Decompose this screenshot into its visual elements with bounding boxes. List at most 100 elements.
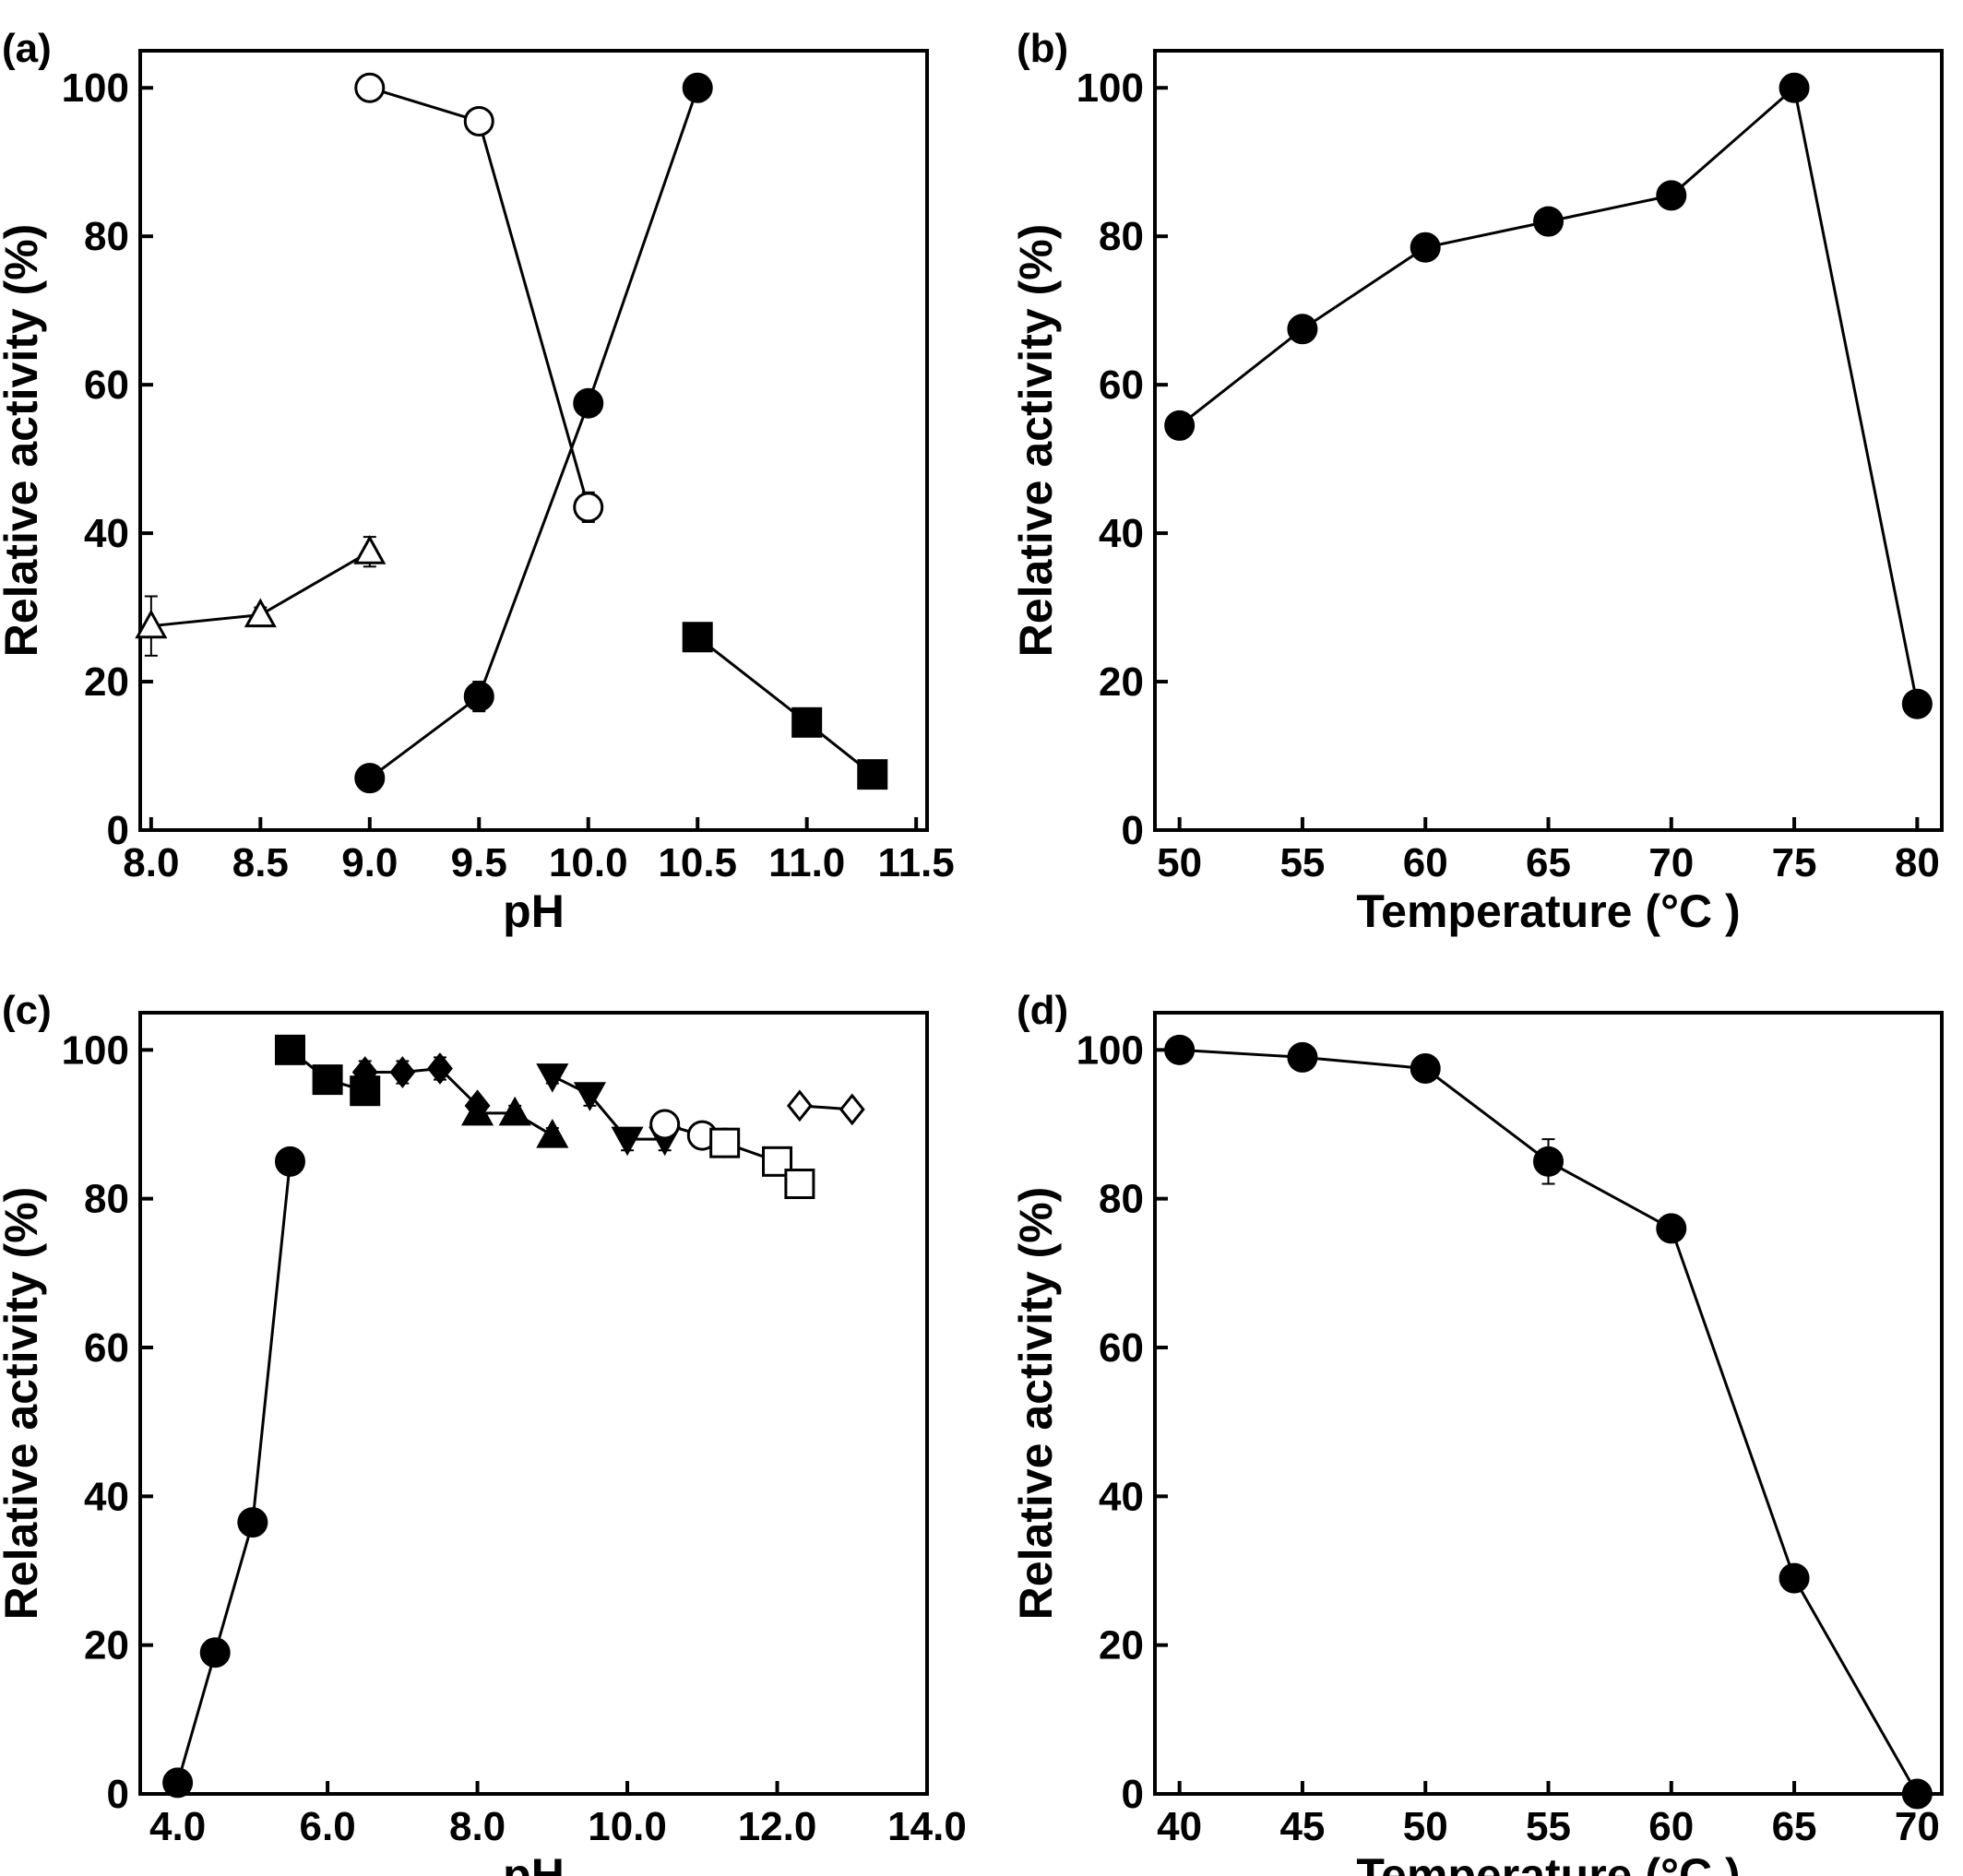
- x-tick-label: 8.0: [123, 840, 179, 885]
- data-point: [1533, 206, 1564, 237]
- x-tick-label: 60: [1403, 840, 1448, 885]
- y-tick-label: 100: [1077, 65, 1144, 111]
- data-point: [573, 387, 604, 419]
- data-point: [573, 1082, 606, 1111]
- y-tick-label: 40: [84, 1474, 129, 1519]
- data-point: [1287, 314, 1318, 345]
- y-tick-label: 60: [1099, 362, 1144, 408]
- data-point: [573, 492, 604, 523]
- y-tick-label: 80: [1099, 214, 1144, 259]
- y-axis-title: Relative activity (%): [0, 224, 47, 658]
- x-tick-label: 50: [1403, 1804, 1448, 1849]
- y-tick-label: 80: [84, 214, 129, 259]
- x-tick-label: 14.0: [887, 1804, 967, 1849]
- data-point: [274, 1034, 305, 1065]
- series-line: [364, 1066, 479, 1107]
- data-series: [1164, 72, 1933, 719]
- data-point: [784, 1169, 815, 1200]
- data-point: [1901, 1778, 1933, 1810]
- data-point: [1410, 1053, 1441, 1084]
- plot-frame: [1153, 1011, 1944, 1796]
- data-point: [1287, 1041, 1318, 1073]
- data-point: [353, 535, 387, 564]
- data-point: [791, 706, 823, 738]
- data-point: [709, 1127, 741, 1158]
- data-series: [135, 535, 387, 657]
- data-point: [682, 622, 713, 653]
- y-tick-label: 60: [1099, 1325, 1144, 1371]
- data-point: [1164, 1034, 1196, 1065]
- x-tick-label: 50: [1157, 840, 1202, 885]
- x-axis-title: pH: [503, 885, 565, 937]
- data-series: [786, 1089, 865, 1126]
- panel-label: (b): [1017, 26, 1068, 71]
- y-tick-label: 80: [84, 1177, 129, 1222]
- x-tick-label: 10.0: [549, 840, 628, 885]
- x-tick-label: 4.0: [149, 1804, 206, 1849]
- data-point: [1779, 1562, 1810, 1594]
- y-tick-label: 100: [62, 65, 129, 111]
- data-point: [1656, 1213, 1687, 1244]
- chart-panel: 4.0 6.0 8.0 10.0 12.0 14.0 0 20 40 60 80 100 pH Relat…: [0, 988, 967, 1876]
- data-point: [351, 1056, 378, 1088]
- panel-label: (c): [2, 988, 52, 1033]
- y-tick-label: 0: [107, 808, 129, 853]
- x-tick-label: 70: [1895, 1804, 1940, 1849]
- data-point: [839, 1093, 865, 1126]
- x-tick-label: 10.5: [658, 840, 737, 885]
- data-point: [857, 759, 888, 790]
- data-series: [1164, 1034, 1933, 1810]
- x-tick-label: 55: [1279, 840, 1325, 885]
- x-tick-label: 65: [1526, 840, 1571, 885]
- data-point: [1410, 232, 1441, 263]
- y-tick-label: 20: [1099, 659, 1144, 705]
- y-tick-label: 100: [1077, 1027, 1144, 1073]
- series-line: [369, 86, 590, 508]
- y-tick-label: 0: [107, 1772, 129, 1817]
- y-tick-label: 20: [84, 659, 129, 705]
- data-point: [354, 763, 386, 794]
- data-series: [709, 1127, 815, 1200]
- data-point: [1779, 72, 1810, 103]
- data-point: [354, 72, 386, 103]
- data-point: [237, 1507, 268, 1538]
- x-tick-label: 70: [1648, 840, 1694, 885]
- x-tick-label: 80: [1895, 840, 1940, 885]
- data-point: [682, 72, 713, 103]
- chart-panel: 50 55 60 65 70 75 80 0 20 40 60 80 100 Temperature (°…: [1010, 26, 1944, 937]
- panel-label: (a): [2, 26, 52, 71]
- chart-panel: 8.0 8.5 9.0 9.5 10.0 10.5 11.0 11.5 0 20 40 60 80 100…: [0, 26, 955, 937]
- data-point: [649, 1109, 681, 1140]
- data-point: [162, 1767, 194, 1799]
- data-point: [244, 598, 277, 628]
- y-tick-label: 20: [84, 1623, 129, 1668]
- data-series: [682, 622, 888, 790]
- series-line: [176, 1161, 291, 1784]
- series-line: [368, 87, 699, 779]
- y-tick-label: 80: [1099, 1177, 1144, 1222]
- data-point: [536, 1119, 569, 1148]
- data-point: [536, 1063, 569, 1093]
- data-point: [135, 609, 168, 639]
- x-tick-label: 55: [1526, 1804, 1571, 1849]
- data-point: [463, 681, 494, 712]
- x-tick-label: 65: [1772, 1804, 1817, 1849]
- data-point: [611, 1126, 644, 1157]
- plot-frame: [1153, 49, 1944, 832]
- y-tick-label: 100: [62, 1027, 129, 1073]
- y-tick-label: 60: [84, 1325, 129, 1371]
- data-series: [461, 1096, 569, 1148]
- x-axis-title: pH: [503, 1849, 565, 1876]
- data-point: [312, 1064, 343, 1096]
- x-tick-label: 8.5: [232, 840, 289, 885]
- y-tick-label: 0: [1122, 808, 1144, 853]
- data-point: [1656, 180, 1687, 211]
- x-tick-label: 9.5: [451, 840, 507, 885]
- data-point: [786, 1089, 813, 1122]
- x-tick-label: 12.0: [738, 1804, 817, 1849]
- y-tick-label: 0: [1122, 1772, 1144, 1817]
- series-line: [552, 1075, 665, 1141]
- data-series: [274, 1034, 381, 1107]
- data-point: [274, 1146, 305, 1177]
